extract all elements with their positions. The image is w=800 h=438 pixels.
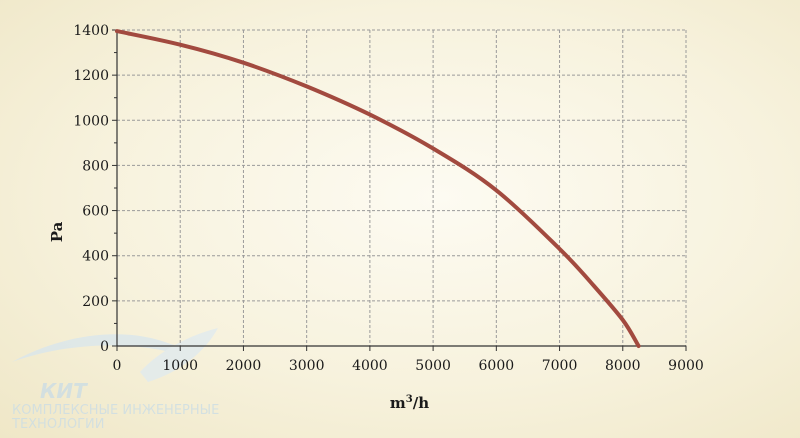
y-tick-label: 1400 xyxy=(73,23,109,39)
x-tick-label: 7000 xyxy=(542,358,578,374)
logo-leaf-icon xyxy=(140,328,218,382)
x-tick-label: 6000 xyxy=(479,358,515,374)
x-tick-label: 9000 xyxy=(668,358,704,374)
logo-name: КИТ xyxy=(40,379,88,403)
x-tick-label: 0 xyxy=(113,358,122,374)
chart-series xyxy=(115,29,641,348)
x-axis-title: m3/h xyxy=(390,394,429,412)
y-tick-label: 800 xyxy=(82,158,109,174)
company-logo-watermark: КИТ КОМПЛЕКСНЫЕ ИНЖЕНЕРНЫЕ ТЕХНОЛОГИИ xyxy=(11,328,219,432)
x-tick-label: 2000 xyxy=(226,358,262,374)
y-tick-label: 1200 xyxy=(73,68,109,84)
y-axis-title: Pa xyxy=(48,221,66,242)
x-tick-label: 5000 xyxy=(415,358,451,374)
logo-subtitle-line2: ТЕХНОЛОГИИ xyxy=(11,417,104,432)
y-tick-label: 1000 xyxy=(73,113,109,129)
x-tick-label: 3000 xyxy=(289,358,325,374)
x-tick-label: 1000 xyxy=(162,358,198,374)
x-tick-label: 8000 xyxy=(605,358,641,374)
performance-curve xyxy=(115,29,641,348)
tick-labels: 0 1000 2000 3000 4000 5000 6000 7000 8000 9000 0 20… xyxy=(73,23,703,374)
y-tick-label: 0 xyxy=(100,339,109,355)
y-tick-label: 200 xyxy=(82,294,109,310)
y-tick-label: 400 xyxy=(82,249,109,265)
y-tick-label: 600 xyxy=(82,204,109,220)
chart-grid xyxy=(117,29,687,346)
logo-subtitle-line1: КОМПЛЕКСНЫЕ ИНЖЕНЕРНЫЕ xyxy=(12,403,219,418)
x-tick-label: 4000 xyxy=(352,358,388,374)
chart-axes xyxy=(112,29,687,351)
